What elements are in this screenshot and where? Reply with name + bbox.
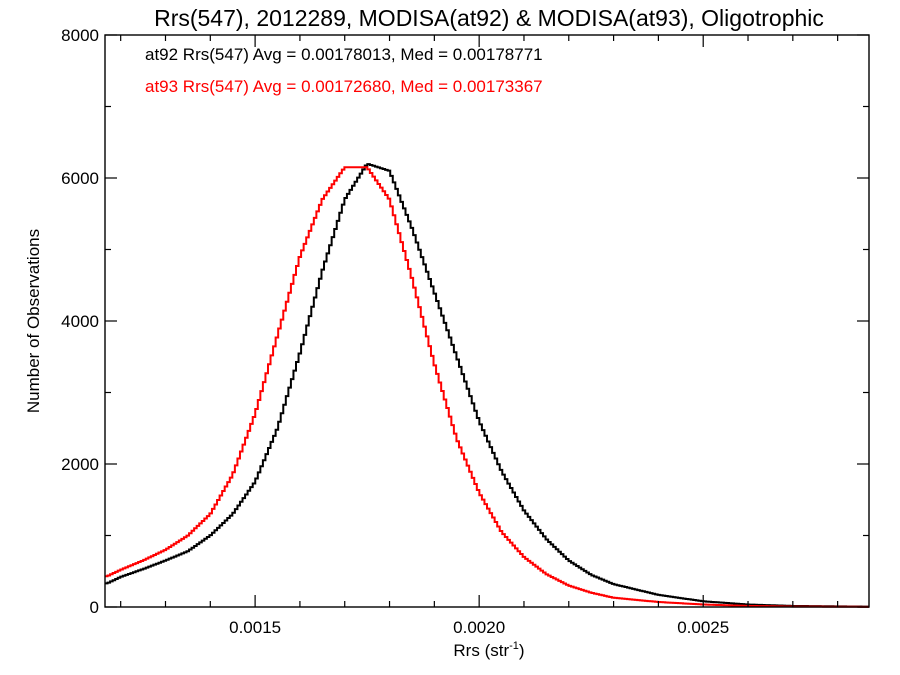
chart-title: Rrs(547), 2012289, MODISA(at92) & MODISA…	[154, 5, 824, 31]
legend-entry-at92: at92 Rrs(547) Avg = 0.00178013, Med = 0.…	[145, 45, 543, 64]
axes-layer: 0 2000 4000 6000 8000 0.0015 0.0020 0.0025	[61, 26, 869, 637]
y-tick-label: 0	[90, 598, 99, 617]
x-tick-label: 0.0025	[677, 618, 729, 637]
x-axis-label-main: Rrs (str	[453, 641, 509, 660]
series-line-0	[105, 163, 869, 608]
y-axis-label: Number of Observations	[24, 229, 43, 413]
x-tick-label: 0.0015	[229, 618, 281, 637]
y-tick-label: 4000	[61, 312, 99, 331]
y-tick-label: 2000	[61, 455, 99, 474]
x-tick-label: 0.0020	[453, 618, 505, 637]
x-axis-label: Rrs (str-1)	[453, 640, 524, 660]
x-axis-label-suffix: )	[519, 641, 525, 660]
y-tick-label: 8000	[61, 26, 99, 45]
plot-frame	[104, 34, 870, 608]
x-axis-label-superscript: -1	[509, 640, 519, 652]
y-tick-label: 6000	[61, 169, 99, 188]
legend-entry-at93: at93 Rrs(547) Avg = 0.00172680, Med = 0.…	[145, 77, 543, 96]
series-line-1	[105, 166, 869, 608]
series-layer	[105, 163, 869, 608]
